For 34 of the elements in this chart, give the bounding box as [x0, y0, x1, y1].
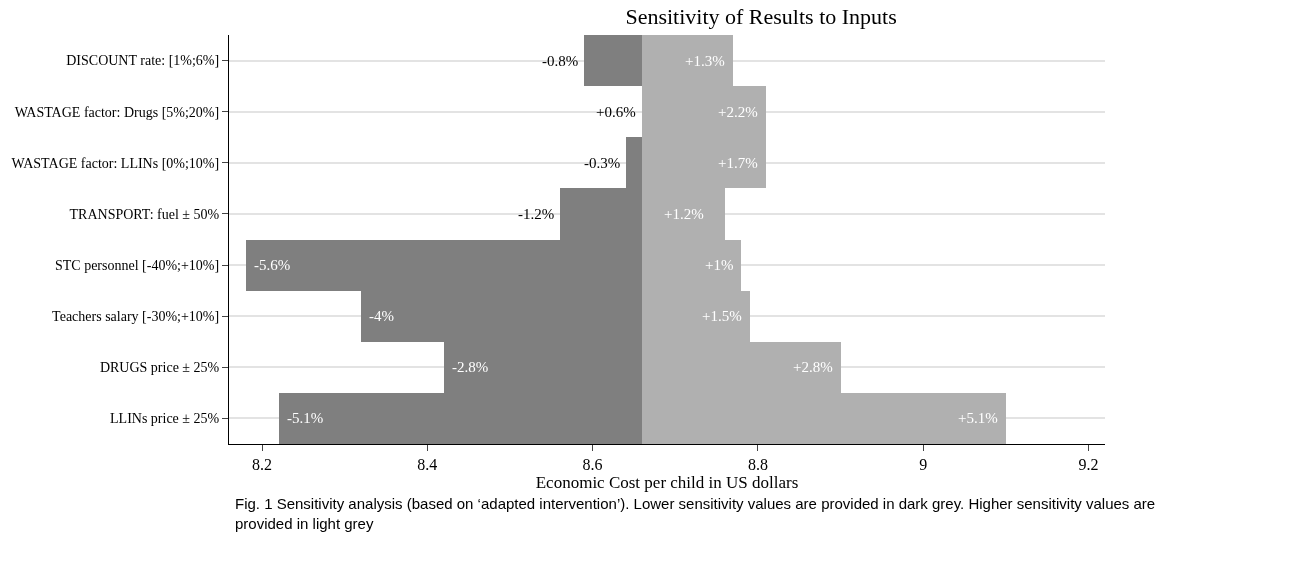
x-tick-label: 8.6	[582, 456, 603, 474]
y-tick-label: WASTAGE factor: Drugs [5%;20%]	[14, 104, 220, 120]
annotation: +5.1%	[958, 410, 998, 426]
annotation: +1.7%	[718, 155, 758, 171]
annotation: +1.3%	[685, 53, 725, 69]
annotation: -5.6%	[254, 257, 291, 273]
x-tick-label: 9	[919, 456, 928, 474]
y-tick-label: TRANSPORT: fuel ± 50%	[69, 206, 220, 222]
annotation: +0.6%	[596, 104, 636, 120]
annotation: -5.1%	[287, 410, 324, 426]
annotation: -0.8%	[542, 53, 579, 69]
y-tick-label: Teachers salary [-30%;+10%]	[52, 309, 220, 325]
x-axis-title: Economic Cost per child in US dollars	[535, 473, 799, 493]
annotation: +1.2%	[664, 206, 704, 222]
y-tick-label: WASTAGE factor: LLINs [0%;10%]	[11, 155, 220, 171]
x-tick-label: 9.2	[1078, 456, 1099, 474]
x-tick-label: 8.4	[417, 456, 438, 474]
annotation: +1%	[705, 257, 734, 273]
annotation: -0.3%	[584, 155, 621, 171]
y-tick-label: DRUGS price ± 25%	[99, 360, 220, 376]
annotation: +2.8%	[793, 359, 833, 375]
y-tick-label: STC personnel [-40%;+10%]	[55, 257, 220, 273]
annotation: +1.5%	[702, 308, 742, 324]
caption: Fig. 1 Sensitivity analysis (based on ‘adapted intervention’). Lower sensitivity values are provided in dark grey. Higher sensitivity values are provided in light grey	[235, 495, 1156, 532]
x-tick-label: 8.2	[252, 456, 273, 474]
y-tick-label: DISCOUNT rate: [1%;6%]	[66, 53, 220, 69]
bar	[584, 35, 642, 86]
x-tick-label: 8.8	[747, 456, 768, 474]
annotation: +2.2%	[718, 104, 758, 120]
chart-title: Sensitivity of Results to Inputs	[625, 4, 897, 30]
annotation: -1.2%	[518, 206, 555, 222]
annotation: -4%	[369, 308, 394, 324]
y-tick-label: LLINs price ± 25%	[110, 411, 220, 427]
annotation: -2.8%	[452, 359, 489, 375]
